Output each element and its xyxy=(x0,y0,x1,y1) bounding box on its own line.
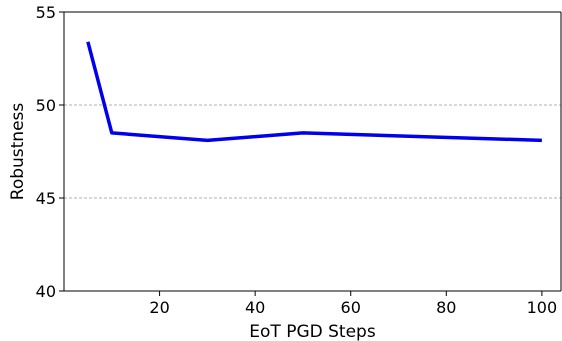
x-tick-label: 40 xyxy=(245,298,265,317)
x-tick-label: 20 xyxy=(149,298,169,317)
x-tick-label: 60 xyxy=(341,298,361,317)
y-tick-label: 50 xyxy=(36,96,56,115)
axes xyxy=(63,11,562,292)
grid-lines xyxy=(64,104,561,199)
y-axis-label: Robustness xyxy=(8,103,28,201)
series xyxy=(86,41,542,143)
y-tick-label: 45 xyxy=(36,189,56,208)
series-line xyxy=(86,41,542,143)
x-ticks: 20 40 60 80 100 xyxy=(149,291,557,317)
x-tick-label: 100 xyxy=(527,298,558,317)
y-tick-label: 55 xyxy=(36,3,56,22)
y-tick-label: 40 xyxy=(36,282,56,301)
x-tick-label: 80 xyxy=(436,298,456,317)
y-ticks: 40 45 50 55 xyxy=(36,3,64,301)
x-axis-label: EoT PGD Steps xyxy=(249,322,376,341)
